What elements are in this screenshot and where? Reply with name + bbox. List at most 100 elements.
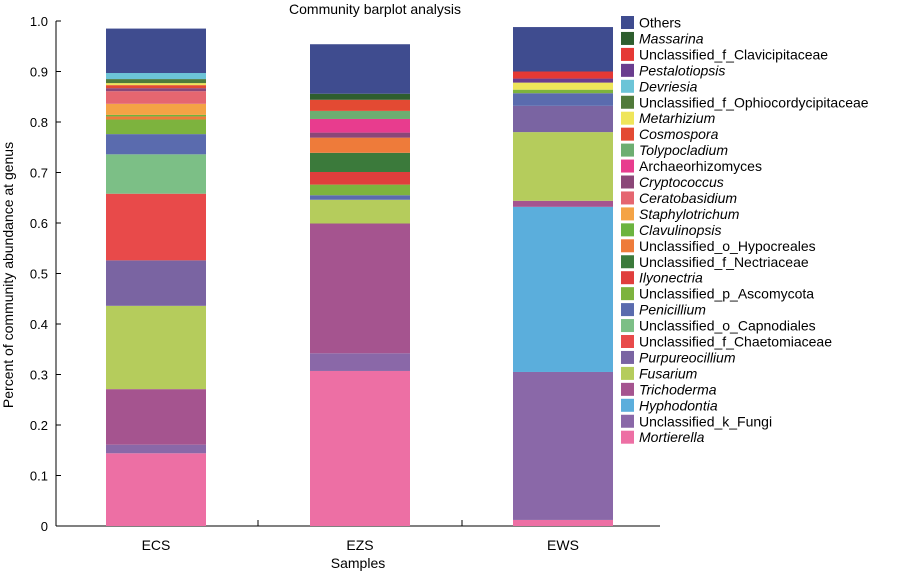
x-tick-label-ews: EWS	[547, 537, 579, 553]
bar-segment-ews-hyphodontia	[513, 206, 613, 372]
bar-segment-ezs-others	[310, 44, 410, 94]
bar-segment-ecs-cosmospora	[106, 85, 206, 89]
legend-swatch-ceratobasidium	[621, 191, 634, 205]
bar-segment-ecs-unclassified-p-ascomycota	[106, 119, 206, 135]
x-tick-label-ezs: EZS	[346, 537, 373, 553]
legend-swatch-unclassified-o-hypocreales	[621, 239, 634, 253]
legend-label-ilyonectria: Ilyonectria	[639, 270, 703, 286]
legend-label-unclassified-f-ophiocordycipitaceae: Unclassified_f_Ophiocordycipitaceae	[639, 94, 869, 110]
legend-swatch-unclassified-f-chaetomiaceae	[621, 335, 634, 348]
legend-label-clavulinopsis: Clavulinopsis	[639, 222, 721, 238]
bar-segment-ews-unclassified-f-clavicipitaceae	[513, 71, 613, 79]
legend-swatch-cryptococcus	[621, 175, 634, 189]
legend-swatch-others	[621, 16, 634, 29]
legend-label-devriesia: Devriesia	[639, 78, 698, 94]
legend-label-purpureocillium: Purpureocillium	[639, 349, 736, 365]
legend-label-archaeorhizomyces: Archaeorhizomyces	[639, 158, 762, 174]
legend-label-unclassified-f-chaetomiaceae: Unclassified_f_Chaetomiaceae	[639, 334, 832, 350]
bar-segment-ews-purpureocillium	[513, 105, 613, 133]
bar-segment-ews-metarhizium	[513, 82, 613, 90]
x-tick-label-ecs: ECS	[142, 537, 171, 553]
y-tick-label: 0.4	[30, 317, 48, 332]
bar-segment-ezs-unclassified-k-fungi	[310, 353, 410, 371]
bar-segment-ews-others	[513, 27, 613, 72]
y-tick-label: 0.2	[30, 418, 48, 433]
legend-swatch-ilyonectria	[621, 271, 634, 285]
bar-segment-ezs-unclassified-p-ascomycota	[310, 184, 410, 196]
bar-segment-ezs-tolypocladium	[310, 110, 410, 119]
bar-segment-ecs-metarhizium	[106, 83, 206, 86]
legend-swatch-unclassified-o-capnodiales	[621, 319, 634, 333]
bar-segment-ezs-penicillium	[310, 195, 410, 200]
bar-segment-ews-fusarium	[513, 132, 613, 201]
legend-swatch-devriesia	[621, 79, 634, 93]
legend-swatch-unclassified-p-ascomycota	[621, 287, 634, 301]
legend-label-unclassified-f-nectriaceae: Unclassified_f_Nectriaceae	[639, 254, 809, 270]
bar-segment-ezs-massarina	[310, 93, 410, 100]
bar-segment-ecs-fusarium	[106, 305, 206, 390]
bar-segment-ecs-mortierella	[106, 453, 206, 526]
y-tick-label: 0.8	[30, 115, 48, 130]
legend: OthersMassarinaUnclassified_f_Clavicipit…	[621, 15, 869, 445]
legend-swatch-purpureocillium	[621, 350, 634, 364]
legend-label-massarina: Massarina	[639, 30, 704, 46]
legend-label-unclassified-o-hypocreales: Unclassified_o_Hypocreales	[639, 238, 816, 254]
bar-segment-ezs-cryptococcus	[310, 132, 410, 138]
x-axis-label: Samples	[331, 555, 385, 571]
bar-segment-ezs-trichoderma	[310, 223, 410, 354]
legend-label-tolypocladium: Tolypocladium	[639, 142, 728, 158]
legend-label-cosmospora: Cosmospora	[639, 126, 719, 142]
bar-segment-ezs-unclassified-f-nectriaceae	[310, 152, 410, 172]
legend-swatch-pestalotiopsis	[621, 63, 634, 77]
bar-segment-ecs-unclassified-f-ophiocordycipitaceae	[106, 79, 206, 84]
legend-label-metarhizium: Metarhizium	[639, 110, 716, 126]
bar-segment-ezs-fusarium	[310, 199, 410, 224]
legend-swatch-unclassified-k-fungi	[621, 414, 634, 428]
bar-segment-ecs-unclassified-f-chaetomiaceae	[106, 193, 206, 261]
bar-segment-ezs-mortierella	[310, 370, 410, 526]
legend-label-trichoderma: Trichoderma	[639, 381, 717, 397]
legend-swatch-clavulinopsis	[621, 223, 634, 237]
bar-segment-ecs-penicillium	[106, 134, 206, 155]
legend-swatch-tolypocladium	[621, 143, 634, 157]
bar-segment-ezs-archaeorhizomyces	[310, 118, 410, 133]
y-tick-label: 0.9	[30, 65, 48, 80]
bar-segment-ews-unclassified-k-fungi	[513, 371, 613, 520]
bar-segment-ezs-ilyonectria	[310, 171, 410, 185]
legend-label-hyphodontia: Hyphodontia	[639, 397, 718, 413]
chart-title: Community barplot analysis	[289, 1, 461, 17]
bar-segment-ews-pestalotiopsis	[513, 78, 613, 83]
y-tick-label: 0.6	[30, 216, 48, 231]
legend-label-unclassified-k-fungi: Unclassified_k_Fungi	[639, 413, 772, 429]
y-axis-label: Percent of community abundance at genus	[0, 142, 16, 408]
legend-label-cryptococcus: Cryptococcus	[639, 174, 724, 190]
bar-segment-ezs-unclassified-o-hypocreales	[310, 137, 410, 153]
legend-label-penicillium: Penicillium	[639, 302, 706, 318]
legend-label-unclassified-o-capnodiales: Unclassified_o_Capnodiales	[639, 318, 816, 334]
legend-swatch-archaeorhizomyces	[621, 159, 634, 173]
bar-segment-ecs-trichoderma	[106, 389, 206, 445]
bar-segment-ews-mortierella	[513, 519, 613, 526]
legend-swatch-fusarium	[621, 366, 634, 380]
legend-label-others: Others	[639, 15, 681, 31]
bar-segment-ezs-cosmospora	[310, 99, 410, 111]
legend-label-unclassified-p-ascomycota: Unclassified_p_Ascomycota	[639, 286, 814, 302]
bar-segment-ews-unclassified-p-ascomycota	[513, 89, 613, 94]
bar-segment-ecs-others	[106, 28, 206, 74]
legend-label-unclassified-f-clavicipitaceae: Unclassified_f_Clavicipitaceae	[639, 46, 828, 62]
bar-segment-ecs-devriesia	[106, 73, 206, 80]
bar-segment-ews-penicillium	[513, 93, 613, 106]
legend-swatch-trichoderma	[621, 382, 634, 396]
legend-label-mortierella: Mortierella	[639, 429, 705, 445]
legend-swatch-metarhizium	[621, 111, 634, 125]
bar-segment-ecs-cryptococcus	[106, 88, 206, 92]
bar-segment-ecs-ceratobasidium	[106, 91, 206, 104]
y-tick-label: 1.0	[30, 14, 48, 29]
legend-swatch-mortierella	[621, 430, 634, 444]
legend-swatch-unclassified-f-ophiocordycipitaceae	[621, 95, 634, 109]
y-tick-label: 0	[41, 519, 48, 534]
bar-segment-ecs-unclassified-o-hypocreales	[106, 116, 206, 120]
bar-segment-ecs-purpureocillium	[106, 260, 206, 306]
bar-segment-ews-trichoderma	[513, 200, 613, 207]
